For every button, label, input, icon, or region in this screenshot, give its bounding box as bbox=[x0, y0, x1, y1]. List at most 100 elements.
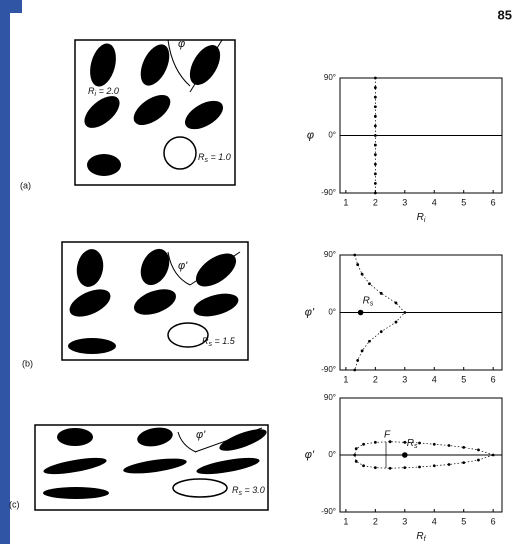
data-point bbox=[374, 96, 377, 99]
panel-label: (a) bbox=[20, 180, 31, 190]
data-point bbox=[418, 442, 421, 445]
data-point bbox=[355, 460, 358, 463]
data-point bbox=[380, 292, 383, 295]
data-point bbox=[448, 444, 451, 447]
data-point bbox=[374, 125, 377, 128]
data-point bbox=[433, 443, 436, 446]
data-point bbox=[403, 441, 406, 444]
y-tick-label: 90° bbox=[324, 250, 336, 259]
data-point bbox=[389, 467, 392, 470]
data-point bbox=[380, 330, 383, 333]
x-tick-label: 4 bbox=[432, 374, 437, 384]
data-point bbox=[374, 192, 377, 195]
sub-label: Ri bbox=[417, 212, 426, 224]
data-point bbox=[395, 321, 398, 324]
y-tick-label: 0° bbox=[328, 450, 336, 459]
strain-value: = 1.5 bbox=[212, 336, 236, 346]
strain-value: = 3.0 bbox=[242, 485, 265, 495]
annotation: F bbox=[384, 430, 391, 441]
data-point bbox=[477, 449, 480, 452]
x-tick-label: 3 bbox=[402, 516, 407, 526]
sub-label: Rf bbox=[416, 531, 426, 543]
data-point bbox=[374, 466, 377, 469]
data-point bbox=[356, 359, 359, 362]
data-point bbox=[492, 454, 495, 457]
data-point bbox=[362, 443, 365, 446]
data-point bbox=[374, 86, 377, 89]
y-axis-label: φ' bbox=[305, 306, 315, 318]
panel-label: (b) bbox=[22, 358, 33, 368]
data-point bbox=[368, 282, 371, 285]
x-tick-label: 3 bbox=[402, 374, 407, 384]
data-point bbox=[403, 311, 406, 314]
data-point bbox=[361, 273, 364, 276]
data-point bbox=[353, 254, 356, 257]
y-axis-label: φ' bbox=[305, 449, 315, 461]
highlight-point bbox=[402, 452, 408, 458]
data-point bbox=[477, 459, 480, 462]
subscript: f bbox=[424, 536, 427, 543]
subscript: s bbox=[414, 443, 418, 450]
data-point bbox=[361, 349, 364, 352]
strain-label: Rs = 3.0 bbox=[232, 485, 265, 496]
corner-block bbox=[0, 0, 22, 13]
panel-label: (c) bbox=[9, 499, 20, 509]
angle-label: φ bbox=[178, 38, 185, 50]
data-point bbox=[389, 440, 392, 443]
data-point bbox=[353, 454, 356, 457]
data-point bbox=[374, 172, 377, 175]
y-axis-label: φ bbox=[307, 129, 314, 141]
data-point bbox=[353, 369, 356, 372]
schematic-a bbox=[75, 40, 235, 185]
x-tick-label: 6 bbox=[491, 516, 496, 526]
x-tick-label: 1 bbox=[343, 374, 348, 384]
y-tick-label: 0° bbox=[328, 131, 336, 140]
subscript: s bbox=[370, 300, 374, 307]
x-tick-label: 1 bbox=[343, 516, 348, 526]
x-tick-label: 2 bbox=[373, 374, 378, 384]
side-strip bbox=[0, 0, 10, 544]
y-tick-label: 90° bbox=[324, 393, 336, 402]
sub-label: Rs bbox=[407, 438, 418, 450]
data-point bbox=[374, 182, 377, 185]
strain-label: Rs = 1.0 bbox=[198, 152, 231, 163]
y-tick-label: -90° bbox=[321, 188, 336, 197]
x-tick-label: 2 bbox=[373, 197, 378, 207]
ratio-label: Ri = 2.0 bbox=[88, 86, 119, 97]
x-tick-label: 3 bbox=[402, 197, 407, 207]
y-tick-label: 90° bbox=[324, 73, 336, 82]
data-point bbox=[374, 77, 377, 80]
data-point bbox=[355, 447, 358, 450]
data-point bbox=[374, 105, 377, 108]
symbol: R bbox=[407, 438, 414, 449]
page: 85 (a) φ Ri = 2.0 Rs = 1.0 (b) φ' Rs = 1… bbox=[0, 0, 528, 544]
x-tick-label: 6 bbox=[491, 374, 496, 384]
data-point bbox=[374, 441, 377, 444]
x-tick-label: 4 bbox=[432, 197, 437, 207]
strain-label: Rs = 1.5 bbox=[202, 336, 236, 347]
data-point bbox=[418, 466, 421, 469]
data-point bbox=[433, 464, 436, 467]
data-point bbox=[374, 163, 377, 166]
angle-label: φ' bbox=[196, 429, 206, 441]
angle-label: φ' bbox=[178, 260, 188, 272]
symbol: R bbox=[416, 531, 423, 542]
y-tick-label: -90° bbox=[321, 507, 336, 516]
symbol: R bbox=[363, 295, 370, 306]
data-point bbox=[374, 153, 377, 156]
y-tick-label: -90° bbox=[321, 365, 336, 374]
x-tick-label: 6 bbox=[491, 197, 496, 207]
data-point bbox=[462, 446, 465, 449]
data-point bbox=[403, 466, 406, 469]
schematic-c bbox=[35, 425, 269, 510]
data-point bbox=[362, 464, 365, 467]
sub-label: Rs bbox=[363, 295, 374, 307]
x-tick-label: 5 bbox=[461, 374, 466, 384]
highlight-point bbox=[358, 310, 364, 316]
data-point bbox=[374, 115, 377, 118]
y-tick-label: 0° bbox=[328, 308, 336, 317]
data-point bbox=[462, 461, 465, 464]
data-point bbox=[356, 263, 359, 266]
data-point bbox=[374, 134, 377, 137]
page-number: 85 bbox=[498, 7, 512, 22]
